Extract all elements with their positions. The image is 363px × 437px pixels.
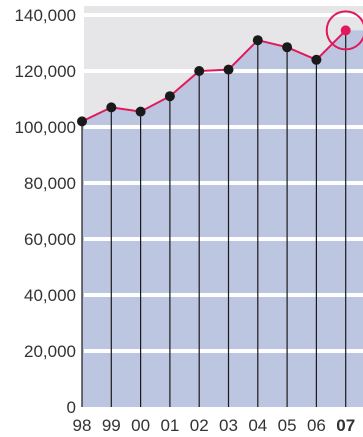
data-point <box>194 66 205 76</box>
y-tick-label: 140,000 <box>15 6 76 25</box>
x-tick-label: 04 <box>248 416 267 435</box>
x-tick-label: 01 <box>160 416 179 435</box>
area-fill <box>82 30 363 408</box>
points-layer <box>77 10 363 127</box>
data-point <box>164 91 175 102</box>
data-point <box>135 106 146 117</box>
x-tick-label: 00 <box>131 416 150 435</box>
x-tick-label: 06 <box>307 416 326 435</box>
y-tick-label: 0 <box>67 398 76 417</box>
highlight-ring <box>325 10 363 51</box>
x-tick-label: 02 <box>190 416 209 435</box>
y-tick-label: 120,000 <box>15 62 76 81</box>
y-tick-label: 60,000 <box>24 230 76 249</box>
x-tick-label: 05 <box>278 416 297 435</box>
data-point <box>106 102 117 113</box>
data-point <box>282 42 293 53</box>
y-axis-ticks: 0 20,000 40,000 60,000 80,000 100,000 120,000 1… <box>15 6 76 417</box>
data-point <box>77 116 87 127</box>
data-point <box>223 64 234 75</box>
x-tick-label: 99 <box>102 416 121 435</box>
x-axis-ticks: 98 99 00 01 02 03 04 05 06 07 <box>73 416 356 435</box>
x-tick-label: 03 <box>219 416 238 435</box>
data-point <box>252 35 263 46</box>
y-tick-label: 80,000 <box>24 174 76 193</box>
line-layer <box>81 29 347 123</box>
series-line <box>81 29 347 123</box>
data-point <box>311 54 322 65</box>
y-tick-label: 100,000 <box>15 118 76 137</box>
y-tick-label: 40,000 <box>24 286 76 305</box>
x-tick-label: 98 <box>73 416 92 435</box>
drop-lines-layer <box>81 30 347 407</box>
y-tick-label: 20,000 <box>24 342 76 361</box>
area-layer <box>82 30 363 408</box>
x-tick-label: 07 <box>336 416 355 435</box>
highlight-point <box>340 25 351 36</box>
